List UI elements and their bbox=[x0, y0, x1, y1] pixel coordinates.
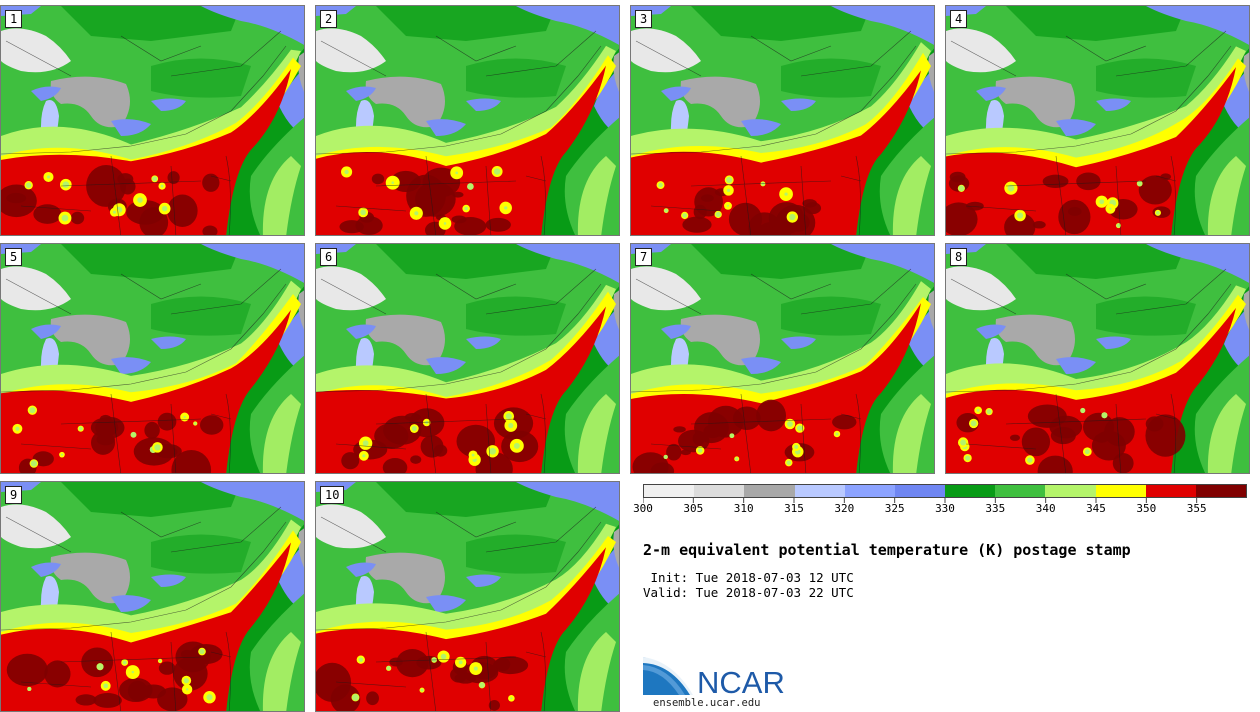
init-time: Init: Tue 2018-07-03 12 UTC bbox=[643, 570, 854, 585]
member-panel: 1 bbox=[0, 5, 305, 236]
member-panel: 10 bbox=[315, 481, 620, 712]
logo-text: NCAR bbox=[697, 665, 785, 697]
colorbar-swatch bbox=[694, 485, 745, 497]
member-panel: 2 bbox=[315, 5, 620, 236]
colorbar-swatch bbox=[945, 485, 996, 497]
ensemble-map bbox=[1, 244, 304, 473]
colorbar-tick-label: 320 bbox=[834, 502, 855, 515]
ensemble-map bbox=[1, 6, 304, 235]
colorbar-swatch bbox=[894, 485, 946, 497]
colorbar-swatch bbox=[1095, 485, 1146, 497]
member-number-label: 3 bbox=[635, 10, 653, 28]
figure-title: 2-m equivalent potential temperature (K)… bbox=[643, 541, 1131, 559]
colorbar-swatch bbox=[1195, 485, 1247, 497]
colorbar-tick-label: 305 bbox=[683, 502, 704, 515]
ensemble-map bbox=[316, 6, 619, 235]
colorbar-tick-label: 325 bbox=[884, 502, 905, 515]
member-number-label: 4 bbox=[950, 10, 968, 28]
member-panel: 7 bbox=[630, 243, 935, 474]
colorbar-tick-label: 330 bbox=[935, 502, 955, 515]
colorbar-tick-label: 310 bbox=[733, 502, 754, 515]
valid-time: Valid: Tue 2018-07-03 22 UTC bbox=[643, 585, 854, 600]
member-number-label: 10 bbox=[320, 486, 345, 504]
colorbar-ticks: 300 305 310 315 320 325 330 335 340 345 350 355 bbox=[633, 502, 1247, 518]
colorbar-tick-label: 335 bbox=[985, 502, 1006, 515]
member-panel: 8 bbox=[945, 243, 1250, 474]
member-panel: 9 bbox=[0, 481, 305, 712]
colorbar-tick-label: 355 bbox=[1186, 502, 1207, 515]
logo-url: ensemble.ucar.edu bbox=[653, 697, 761, 709]
colorbar-swatch bbox=[995, 485, 1046, 497]
member-number-label: 8 bbox=[950, 248, 968, 266]
colorbar-tick-label: 350 bbox=[1136, 502, 1157, 515]
member-panel: 5 bbox=[0, 243, 305, 474]
member-number-label: 2 bbox=[320, 10, 338, 28]
member-panel: 6 bbox=[315, 243, 620, 474]
member-number-label: 5 bbox=[5, 248, 23, 266]
ensemble-map bbox=[946, 244, 1249, 473]
colorbar-swatch bbox=[1145, 485, 1196, 497]
colorbar-swatch bbox=[794, 485, 845, 497]
colorbar-swatch bbox=[1045, 485, 1096, 497]
ensemble-map bbox=[631, 6, 934, 235]
ensemble-map bbox=[946, 6, 1249, 235]
member-number-label: 7 bbox=[635, 248, 653, 266]
ensemble-map bbox=[316, 482, 619, 711]
colorbar-swatch bbox=[744, 485, 795, 497]
ensemble-map bbox=[1, 482, 304, 711]
member-number-label: 1 bbox=[5, 10, 23, 28]
colorbar-tick-label: 315 bbox=[784, 502, 804, 515]
colorbar-swatch bbox=[644, 485, 695, 497]
ncar-logo: NCAR bbox=[643, 657, 785, 697]
ensemble-map bbox=[316, 244, 619, 473]
colorbar-swatch bbox=[844, 485, 895, 497]
colorbar-tick-label: 345 bbox=[1086, 502, 1106, 515]
member-panel: 3 bbox=[630, 5, 935, 236]
colorbar bbox=[643, 484, 1247, 498]
member-panel: 4 bbox=[945, 5, 1250, 236]
ensemble-map bbox=[631, 244, 934, 473]
colorbar-tick-label: 300 bbox=[633, 502, 653, 515]
member-number-label: 6 bbox=[320, 248, 338, 266]
member-number-label: 9 bbox=[5, 486, 23, 504]
colorbar-tick-label: 340 bbox=[1035, 502, 1056, 515]
